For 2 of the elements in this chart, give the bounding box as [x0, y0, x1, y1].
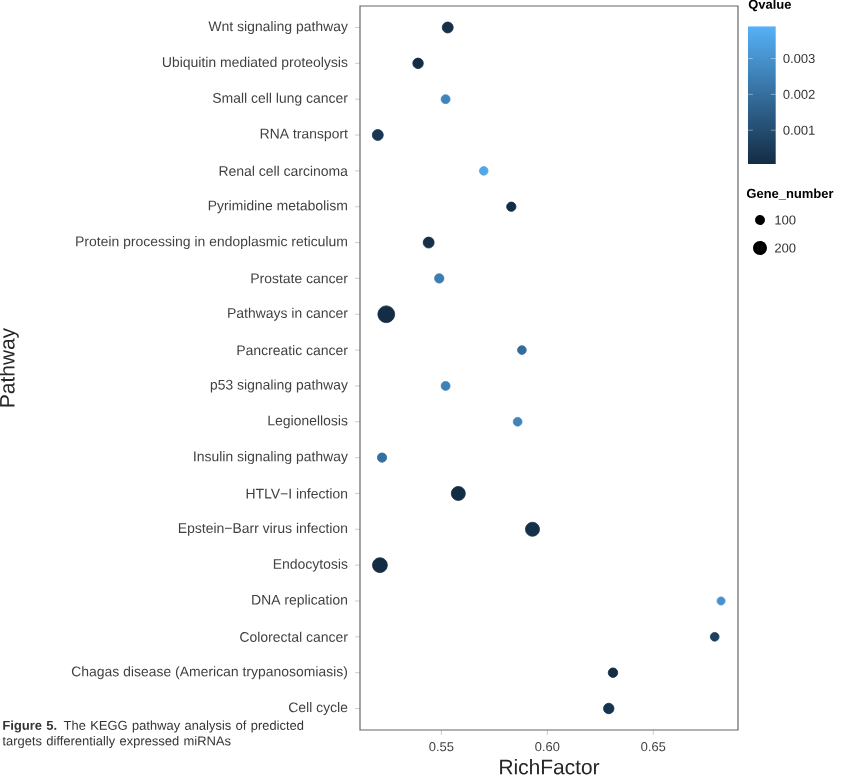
y-axis-title: Pathway — [0, 327, 19, 407]
x-axis-title: RichFactor — [500, 759, 600, 775]
